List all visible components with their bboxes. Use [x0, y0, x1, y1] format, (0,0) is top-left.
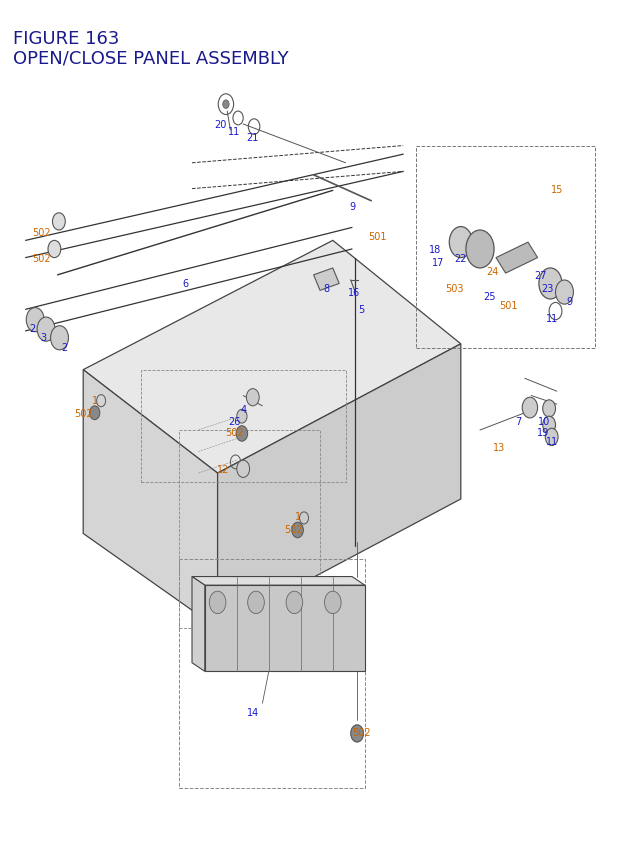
Text: 502: 502 [32, 227, 51, 238]
Text: 10: 10 [538, 417, 550, 427]
Circle shape [543, 417, 556, 434]
Text: OPEN/CLOSE PANEL ASSEMBLY: OPEN/CLOSE PANEL ASSEMBLY [13, 50, 289, 68]
Circle shape [223, 101, 229, 109]
Text: 5: 5 [358, 305, 365, 315]
Circle shape [237, 461, 250, 478]
Circle shape [449, 227, 472, 258]
Circle shape [543, 400, 556, 418]
Text: 1: 1 [92, 395, 98, 406]
Text: 15: 15 [550, 184, 563, 195]
Polygon shape [83, 241, 461, 474]
Circle shape [522, 398, 538, 418]
Text: 24: 24 [486, 266, 499, 276]
Circle shape [236, 426, 248, 442]
Polygon shape [496, 243, 538, 274]
Polygon shape [314, 269, 339, 291]
Circle shape [246, 389, 259, 406]
Text: 20: 20 [214, 120, 227, 130]
Text: 11: 11 [545, 313, 558, 324]
Text: 25: 25 [483, 292, 496, 302]
Circle shape [51, 326, 68, 350]
Text: FIGURE 163: FIGURE 163 [13, 30, 119, 48]
Text: 4: 4 [240, 405, 246, 415]
Text: 2: 2 [29, 324, 35, 334]
Circle shape [48, 241, 61, 258]
Polygon shape [192, 577, 205, 672]
Circle shape [52, 214, 65, 231]
Text: 503: 503 [445, 283, 463, 294]
Polygon shape [218, 344, 461, 629]
Text: 9: 9 [566, 296, 573, 307]
Circle shape [26, 308, 44, 332]
Text: 2: 2 [61, 343, 67, 353]
Text: 22: 22 [454, 253, 467, 263]
Circle shape [292, 523, 303, 538]
Text: 27: 27 [534, 270, 547, 281]
Text: 502: 502 [225, 427, 244, 437]
Circle shape [545, 429, 558, 446]
Text: 16: 16 [348, 288, 360, 298]
Text: 17: 17 [432, 257, 445, 268]
Text: 21: 21 [246, 133, 259, 143]
Circle shape [466, 231, 494, 269]
Text: 502: 502 [352, 727, 371, 737]
Circle shape [539, 269, 562, 300]
Circle shape [351, 725, 364, 742]
Text: 13: 13 [493, 443, 506, 453]
Polygon shape [192, 577, 365, 585]
Circle shape [209, 592, 226, 614]
Text: 3: 3 [40, 332, 47, 343]
Text: 11: 11 [227, 127, 240, 137]
Text: 18: 18 [429, 245, 442, 255]
Text: 11: 11 [545, 437, 558, 447]
Polygon shape [83, 370, 218, 629]
Text: 6: 6 [182, 279, 189, 289]
Text: 14: 14 [246, 707, 259, 717]
Circle shape [248, 592, 264, 614]
Text: 502: 502 [284, 524, 303, 535]
Text: 9: 9 [349, 201, 355, 212]
Text: 19: 19 [536, 427, 549, 437]
Text: 26: 26 [228, 417, 241, 427]
Circle shape [90, 406, 100, 420]
Text: 8: 8 [323, 283, 330, 294]
Text: 23: 23 [541, 283, 554, 294]
Text: 501: 501 [369, 232, 387, 242]
Circle shape [556, 281, 573, 305]
Text: 502: 502 [32, 253, 51, 263]
Text: 1: 1 [294, 511, 301, 522]
Polygon shape [205, 585, 365, 672]
Text: 502: 502 [74, 408, 93, 418]
Text: 501: 501 [500, 300, 518, 311]
Circle shape [286, 592, 303, 614]
Circle shape [37, 318, 55, 342]
Text: 12: 12 [216, 464, 229, 474]
Circle shape [237, 410, 247, 424]
Circle shape [324, 592, 341, 614]
Text: 7: 7 [515, 417, 522, 427]
